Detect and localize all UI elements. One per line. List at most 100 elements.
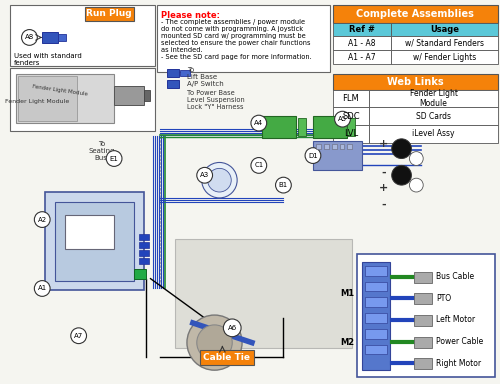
Text: -: - <box>382 200 386 210</box>
Circle shape <box>106 151 122 166</box>
Bar <box>414 358 432 369</box>
Circle shape <box>34 281 50 296</box>
Text: E1: E1 <box>110 156 118 162</box>
Circle shape <box>392 166 411 185</box>
Bar <box>324 144 328 149</box>
Circle shape <box>334 111 350 127</box>
Text: +: + <box>379 183 388 193</box>
Text: Cable Tie: Cable Tie <box>203 353 250 362</box>
Circle shape <box>224 319 241 337</box>
Bar <box>365 329 387 339</box>
Bar <box>414 272 432 283</box>
Bar <box>138 258 148 264</box>
Bar <box>348 144 352 149</box>
Bar <box>369 125 498 143</box>
Text: Power Cable: Power Cable <box>436 337 484 346</box>
Bar <box>84 7 134 21</box>
Circle shape <box>251 157 266 173</box>
Circle shape <box>34 212 50 227</box>
Text: A8: A8 <box>25 35 34 40</box>
Text: M2: M2 <box>340 338 354 347</box>
Text: w/ Fender Lights: w/ Fender Lights <box>412 53 476 61</box>
Circle shape <box>22 30 38 45</box>
Text: A7: A7 <box>74 333 84 339</box>
Bar <box>16 74 114 123</box>
Text: A1 - A7: A1 - A7 <box>348 53 376 61</box>
Bar <box>313 141 362 170</box>
Text: Please note:: Please note: <box>162 11 220 20</box>
Text: To
Lift Base
A/P Switch: To Lift Base A/P Switch <box>187 67 224 87</box>
Bar <box>332 74 498 89</box>
Circle shape <box>197 325 232 360</box>
Bar <box>144 89 150 101</box>
Text: D1: D1 <box>308 152 318 159</box>
Bar <box>138 250 148 256</box>
Bar <box>42 31 58 43</box>
Circle shape <box>410 152 423 166</box>
Bar <box>313 116 348 138</box>
Text: A5: A5 <box>338 116 347 122</box>
Text: A1 - A8: A1 - A8 <box>348 39 376 48</box>
Bar <box>168 69 179 77</box>
Circle shape <box>410 178 423 192</box>
Bar <box>365 344 387 354</box>
Bar <box>134 269 145 279</box>
Bar <box>332 108 369 125</box>
Circle shape <box>251 115 266 131</box>
Bar <box>414 293 432 304</box>
Bar <box>262 116 296 138</box>
Text: SD Cards: SD Cards <box>416 112 451 121</box>
Bar <box>332 50 390 64</box>
Bar <box>365 313 387 323</box>
Bar <box>138 242 148 248</box>
Bar <box>316 144 321 149</box>
Text: C1: C1 <box>254 162 264 169</box>
Circle shape <box>187 315 242 370</box>
Text: PTO: PTO <box>436 294 451 303</box>
Text: Web Links: Web Links <box>387 77 444 87</box>
Bar <box>10 5 156 66</box>
Bar <box>332 89 369 108</box>
Bar <box>365 266 387 276</box>
Bar <box>365 297 387 307</box>
Bar <box>332 5 498 23</box>
Text: A6: A6 <box>228 325 237 331</box>
Bar <box>390 50 498 64</box>
Text: Used with standard
fenders: Used with standard fenders <box>14 53 82 66</box>
Bar <box>65 215 114 249</box>
Text: SDC: SDC <box>342 112 359 121</box>
Bar <box>414 315 432 326</box>
Text: M1: M1 <box>340 289 354 298</box>
Text: Fender Light
Module: Fender Light Module <box>410 89 458 108</box>
Text: Left Motor: Left Motor <box>436 316 475 324</box>
Text: To
Seating
Bus: To Seating Bus <box>88 141 115 161</box>
Bar <box>114 86 144 105</box>
Circle shape <box>305 148 321 164</box>
Text: Run Plug: Run Plug <box>86 9 132 18</box>
Circle shape <box>197 167 212 183</box>
Bar <box>332 36 390 50</box>
Bar <box>390 23 498 36</box>
Text: FLM: FLM <box>342 94 359 103</box>
Bar <box>414 337 432 348</box>
Text: -: - <box>382 167 386 177</box>
Text: +: + <box>379 139 388 149</box>
Text: B1: B1 <box>279 182 288 188</box>
Text: Fender Light Module: Fender Light Module <box>32 84 88 96</box>
Bar <box>332 23 390 36</box>
Bar <box>18 76 76 121</box>
Bar <box>369 89 498 108</box>
Bar <box>365 281 387 291</box>
Text: A4: A4 <box>254 120 264 126</box>
Text: To Power Base
Level Suspension
Lock "Y" Harness: To Power Base Level Suspension Lock "Y" … <box>187 89 244 109</box>
Bar <box>362 262 390 370</box>
Circle shape <box>392 139 411 159</box>
Text: w/ Standard Fenders: w/ Standard Fenders <box>405 39 484 48</box>
Text: iLevel Assy: iLevel Assy <box>412 129 455 138</box>
Bar <box>358 254 495 377</box>
Bar <box>168 80 179 88</box>
Text: Bus Cable: Bus Cable <box>436 272 474 281</box>
Circle shape <box>71 328 86 344</box>
Bar <box>158 5 330 72</box>
Text: LVL: LVL <box>344 129 358 138</box>
